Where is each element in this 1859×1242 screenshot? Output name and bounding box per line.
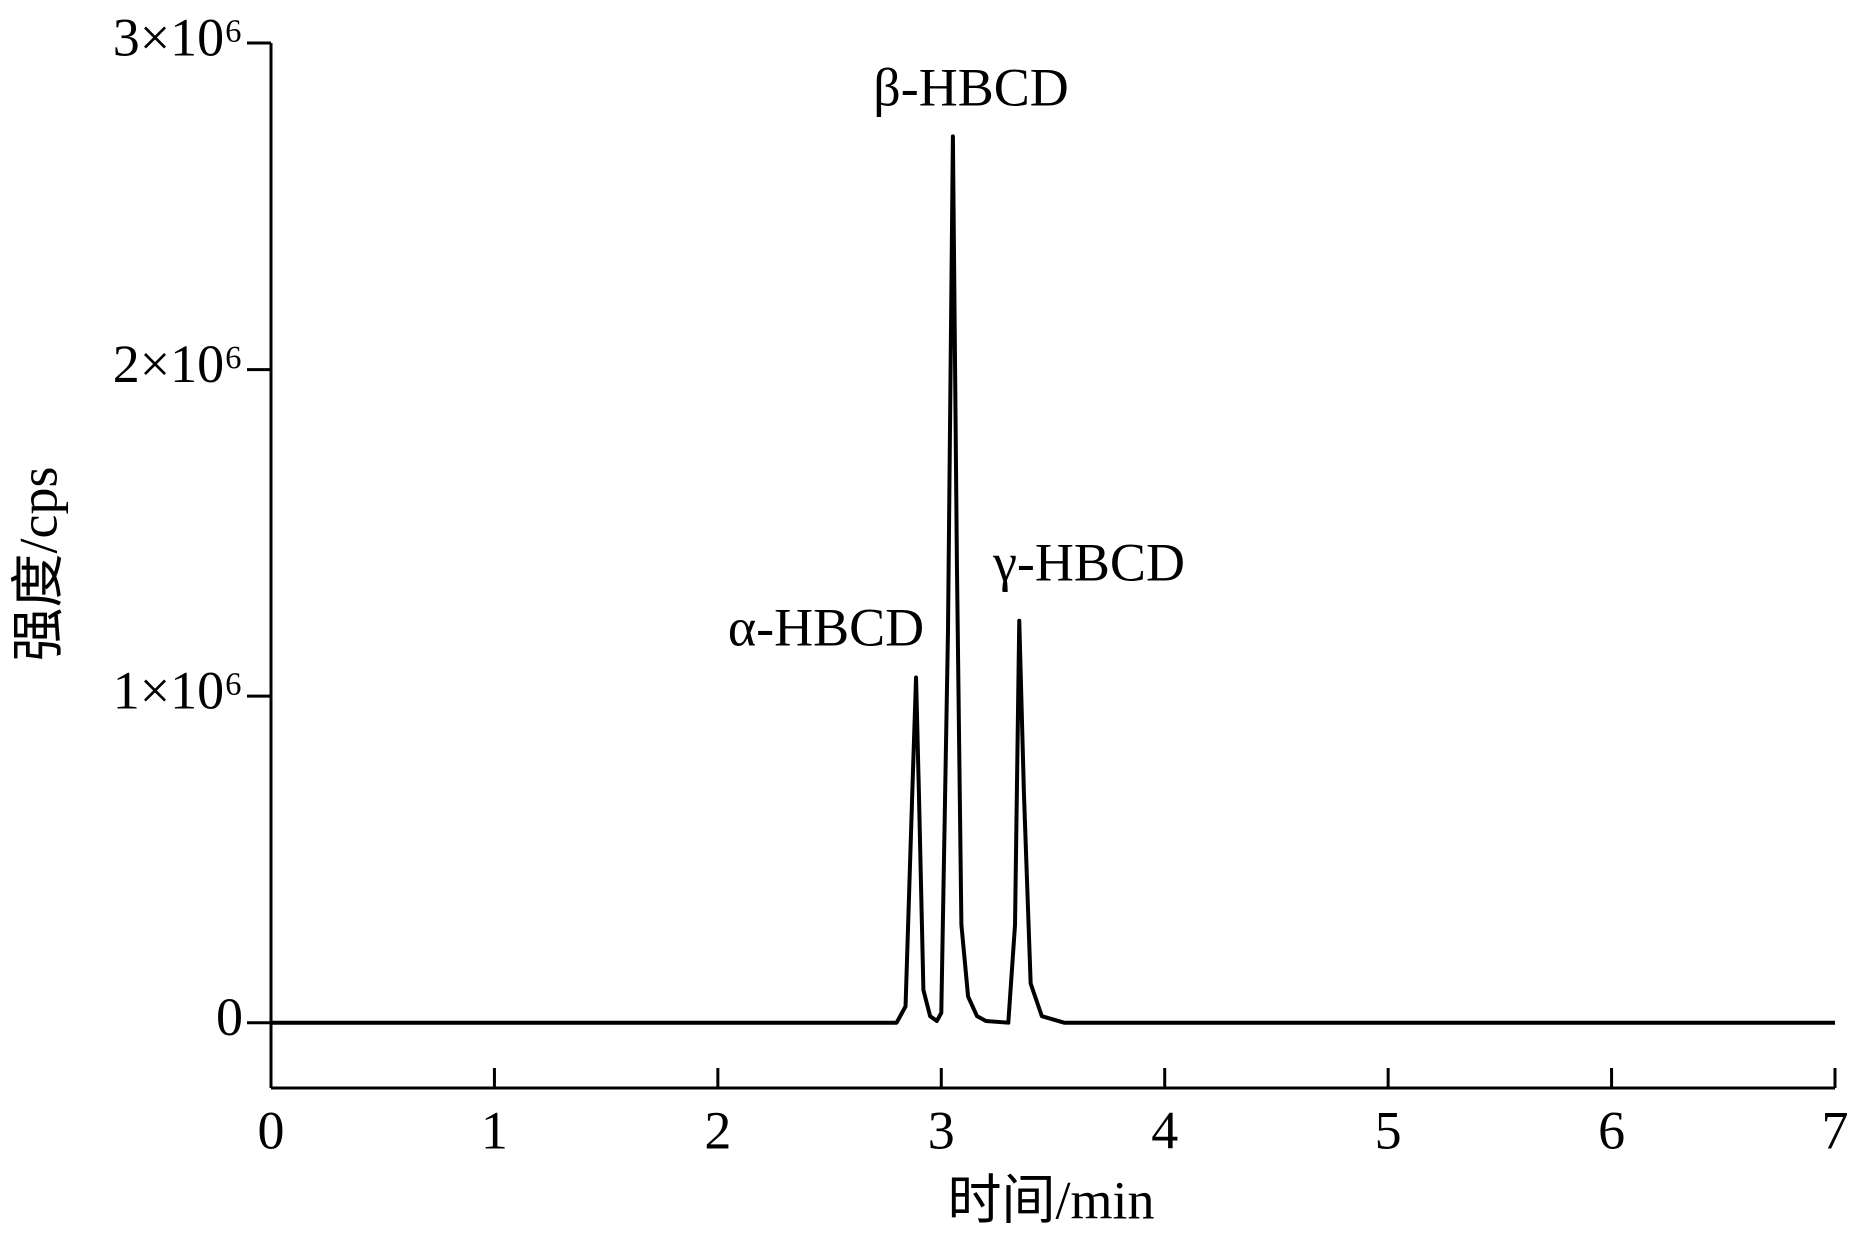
annotation: β-HBCD bbox=[873, 57, 1069, 117]
y-tick-label: 3×10⁶ bbox=[113, 7, 243, 67]
x-tick-label: 2 bbox=[704, 1100, 731, 1160]
annotation: α-HBCD bbox=[728, 597, 924, 657]
y-tick-label: 0 bbox=[216, 987, 243, 1047]
x-tick-label: 5 bbox=[1375, 1100, 1402, 1160]
y-tick-label: 1×10⁶ bbox=[113, 661, 243, 721]
x-tick-label: 7 bbox=[1822, 1100, 1849, 1160]
x-tick-label: 3 bbox=[928, 1100, 955, 1160]
x-tick-label: 1 bbox=[481, 1100, 508, 1160]
y-axis-label: 强度/cps bbox=[8, 467, 68, 662]
x-tick-label: 4 bbox=[1151, 1100, 1178, 1160]
annotation: γ-HBCD bbox=[992, 532, 1185, 592]
data-line bbox=[271, 134, 1835, 1025]
x-tick-label: 6 bbox=[1598, 1100, 1625, 1160]
y-tick-label: 2×10⁶ bbox=[113, 334, 243, 394]
x-axis-label: 时间/min bbox=[947, 1170, 1154, 1230]
x-tick-label: 0 bbox=[258, 1100, 285, 1160]
